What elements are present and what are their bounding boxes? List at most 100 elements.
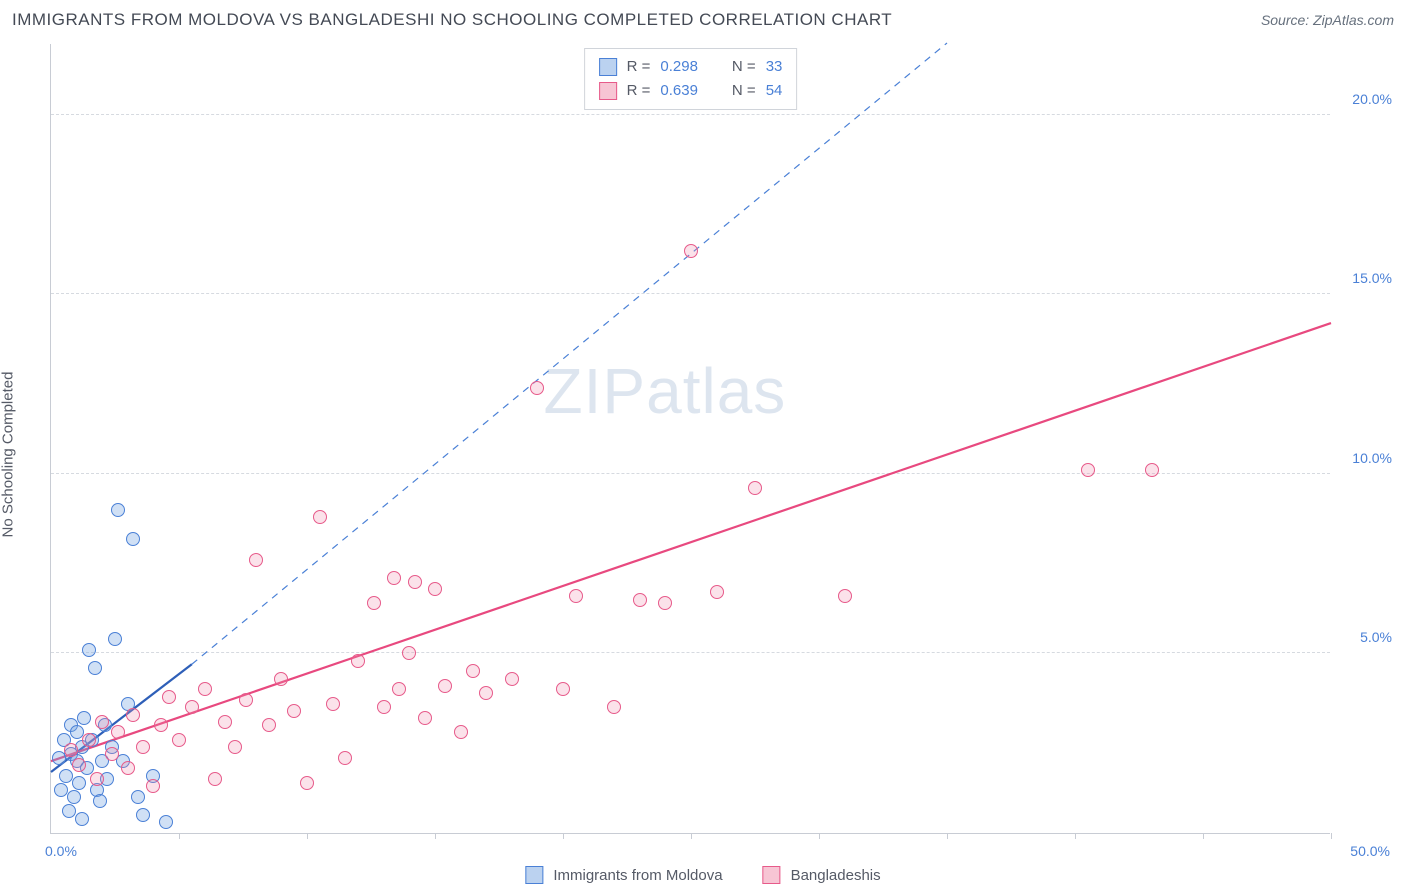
data-point — [428, 582, 442, 596]
legend-label: Bangladeshis — [791, 867, 881, 884]
x-tick — [819, 833, 820, 839]
data-point — [249, 553, 263, 567]
data-point — [607, 700, 621, 714]
legend-item-series-2: Bangladeshis — [763, 866, 881, 884]
data-point — [54, 783, 68, 797]
x-tick — [179, 833, 180, 839]
data-point — [72, 758, 86, 772]
data-point — [72, 776, 86, 790]
data-point — [556, 682, 570, 696]
data-point — [300, 776, 314, 790]
data-point — [262, 718, 276, 732]
data-point — [313, 510, 327, 524]
data-point — [108, 632, 122, 646]
data-point — [93, 794, 107, 808]
stat-n-label: N = — [732, 55, 756, 79]
data-point — [658, 596, 672, 610]
data-point — [633, 593, 647, 607]
data-point — [287, 704, 301, 718]
data-point — [1081, 463, 1095, 477]
data-point — [185, 700, 199, 714]
data-point — [338, 751, 352, 765]
data-point — [67, 790, 81, 804]
data-point — [838, 589, 852, 603]
data-point — [82, 643, 96, 657]
x-tick — [307, 833, 308, 839]
gridline-h — [51, 114, 1330, 115]
swatch-icon — [525, 866, 543, 884]
data-point — [198, 682, 212, 696]
x-tick — [947, 833, 948, 839]
stats-row-series-2: R = 0.639 N = 54 — [599, 79, 783, 103]
data-point — [88, 661, 102, 675]
data-point — [454, 725, 468, 739]
source-name: ZipAtlas.com — [1313, 12, 1394, 28]
y-tick-label: 5.0% — [1360, 629, 1392, 645]
stat-n-value: 33 — [766, 55, 783, 79]
data-point — [95, 715, 109, 729]
data-point — [126, 532, 140, 546]
data-point — [479, 686, 493, 700]
chart-header: IMMIGRANTS FROM MOLDOVA VS BANGLADESHI N… — [12, 10, 1394, 30]
swatch-icon — [599, 82, 617, 100]
data-point — [90, 772, 104, 786]
data-point — [351, 654, 365, 668]
y-tick-label: 15.0% — [1352, 270, 1392, 286]
trend-lines — [51, 43, 1331, 833]
data-point — [274, 672, 288, 686]
gridline-h — [51, 652, 1330, 653]
swatch-icon — [763, 866, 781, 884]
x-tick — [435, 833, 436, 839]
data-point — [466, 664, 480, 678]
data-point — [505, 672, 519, 686]
y-tick-label: 10.0% — [1352, 450, 1392, 466]
stat-r-label: R = — [627, 55, 651, 79]
data-point — [146, 779, 160, 793]
data-point — [154, 718, 168, 732]
data-point — [62, 804, 76, 818]
data-point — [228, 740, 242, 754]
data-point — [64, 743, 78, 757]
data-point — [172, 733, 186, 747]
data-point — [75, 812, 89, 826]
data-point — [326, 697, 340, 711]
chart-title: IMMIGRANTS FROM MOLDOVA VS BANGLADESHI N… — [12, 10, 892, 30]
data-point — [159, 815, 173, 829]
y-axis-label: No Schooling Completed — [0, 372, 17, 538]
data-point — [1145, 463, 1159, 477]
source-credit: Source: ZipAtlas.com — [1261, 12, 1394, 28]
source-label: Source: — [1261, 12, 1309, 28]
data-point — [136, 740, 150, 754]
data-point — [59, 769, 73, 783]
y-tick-label: 20.0% — [1352, 91, 1392, 107]
data-point — [111, 503, 125, 517]
data-point — [438, 679, 452, 693]
stats-row-series-1: R = 0.298 N = 33 — [599, 55, 783, 79]
data-point — [136, 808, 150, 822]
data-point — [82, 733, 96, 747]
x-tick — [1331, 833, 1332, 839]
data-point — [748, 481, 762, 495]
stat-r-value: 0.639 — [660, 79, 698, 103]
stats-legend-box: R = 0.298 N = 33 R = 0.639 N = 54 — [584, 48, 798, 110]
data-point — [105, 747, 119, 761]
x-axis-max-label: 50.0% — [1350, 843, 1390, 859]
stat-n-label: N = — [732, 79, 756, 103]
data-point — [408, 575, 422, 589]
data-point — [208, 772, 222, 786]
data-point — [569, 589, 583, 603]
x-axis-origin-label: 0.0% — [45, 843, 77, 859]
legend-item-series-1: Immigrants from Moldova — [525, 866, 722, 884]
watermark-text: ZIPatlas — [544, 355, 787, 427]
data-point — [162, 690, 176, 704]
gridline-h — [51, 473, 1330, 474]
stat-r-label: R = — [627, 79, 651, 103]
data-point — [131, 790, 145, 804]
data-point — [710, 585, 724, 599]
stat-r-value: 0.298 — [660, 55, 698, 79]
data-point — [367, 596, 381, 610]
plot-area: ZIPatlas R = 0.298 N = 33 R = 0.639 N = … — [50, 44, 1330, 834]
swatch-icon — [599, 58, 617, 76]
data-point — [121, 761, 135, 775]
data-point — [70, 725, 84, 739]
